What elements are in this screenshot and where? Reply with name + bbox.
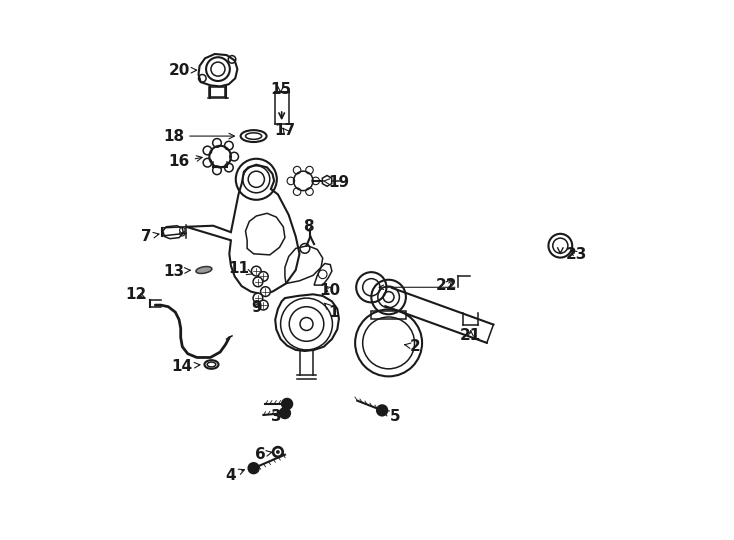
Circle shape bbox=[272, 447, 283, 457]
Circle shape bbox=[253, 293, 263, 303]
Text: 13: 13 bbox=[163, 264, 190, 279]
Text: 18: 18 bbox=[163, 129, 234, 144]
Text: 1: 1 bbox=[324, 303, 339, 320]
Circle shape bbox=[377, 405, 388, 416]
Text: 5: 5 bbox=[383, 409, 400, 424]
Circle shape bbox=[252, 266, 261, 276]
Bar bbox=[208, 87, 225, 97]
Circle shape bbox=[261, 287, 270, 296]
Text: 10: 10 bbox=[320, 283, 341, 298]
Text: 21: 21 bbox=[460, 328, 482, 343]
Text: 12: 12 bbox=[126, 287, 147, 302]
Text: 11: 11 bbox=[228, 261, 252, 276]
Text: 7: 7 bbox=[142, 229, 159, 244]
Text: 14: 14 bbox=[172, 359, 200, 374]
Text: 2: 2 bbox=[404, 339, 421, 354]
Circle shape bbox=[180, 231, 185, 236]
Text: 19: 19 bbox=[323, 175, 349, 190]
Circle shape bbox=[258, 300, 268, 310]
Text: 20: 20 bbox=[168, 63, 197, 78]
Text: 23: 23 bbox=[566, 247, 587, 262]
Text: 8: 8 bbox=[303, 219, 314, 234]
Bar bbox=[371, 310, 406, 319]
Text: 22: 22 bbox=[436, 278, 458, 293]
Text: 6: 6 bbox=[255, 447, 272, 462]
Circle shape bbox=[180, 227, 185, 233]
Circle shape bbox=[248, 463, 259, 474]
Text: 3: 3 bbox=[271, 409, 285, 424]
Circle shape bbox=[282, 399, 292, 409]
Text: 4: 4 bbox=[225, 468, 244, 483]
Text: 15: 15 bbox=[270, 82, 291, 97]
Text: 9: 9 bbox=[251, 300, 261, 315]
Text: 17: 17 bbox=[275, 123, 296, 138]
Text: 16: 16 bbox=[169, 154, 202, 170]
Circle shape bbox=[258, 272, 268, 281]
Ellipse shape bbox=[196, 267, 212, 273]
Circle shape bbox=[253, 277, 263, 287]
Circle shape bbox=[280, 408, 291, 418]
